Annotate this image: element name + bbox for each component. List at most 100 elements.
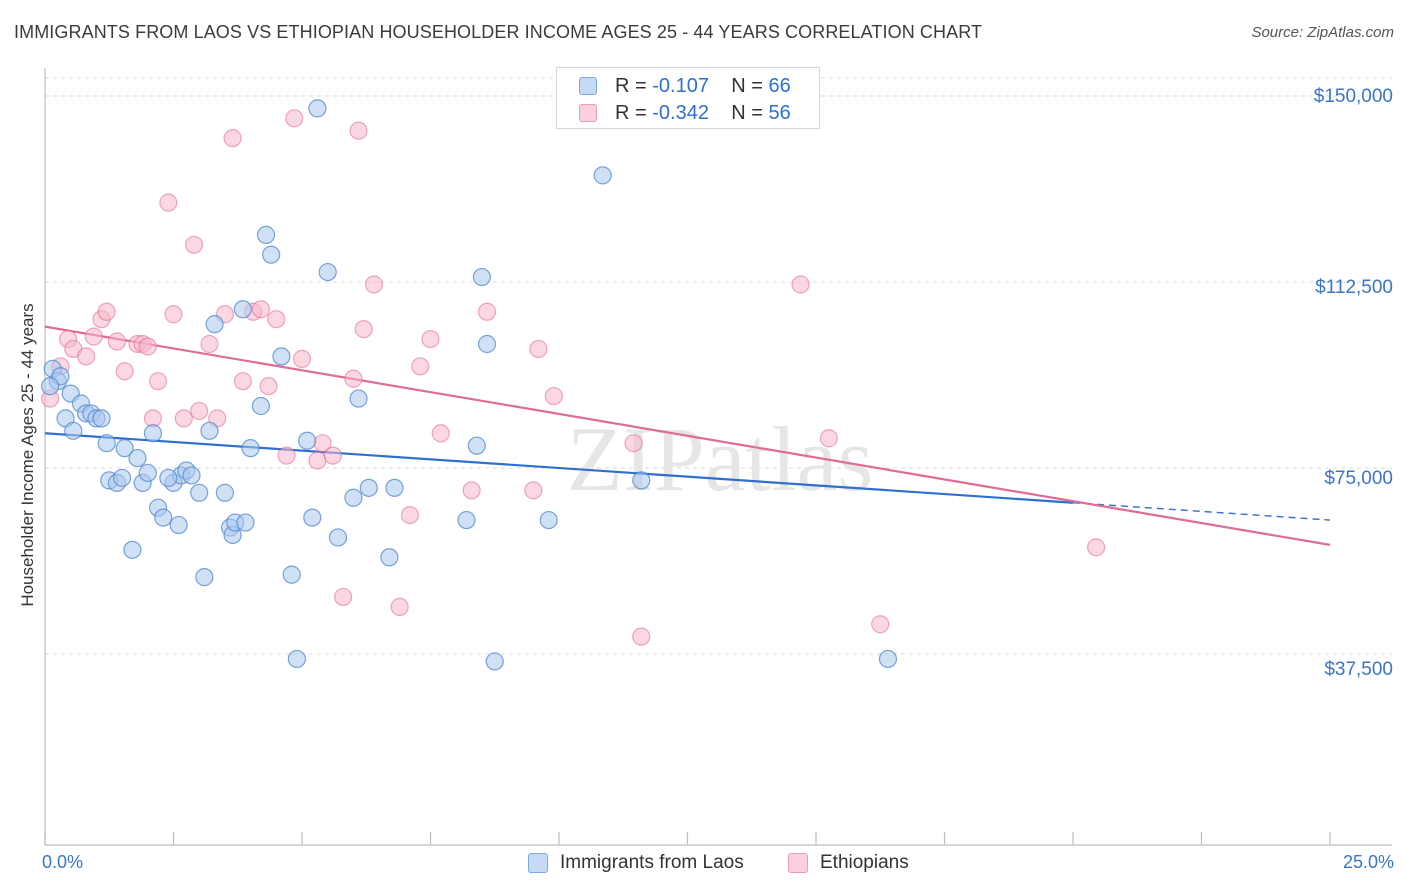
data-point-ethiopians bbox=[138, 337, 157, 356]
legend-swatch-ethiopians bbox=[788, 853, 808, 873]
legend-swatch-ethiopians bbox=[579, 104, 597, 122]
data-point-ethiopians bbox=[251, 300, 270, 319]
data-point-ethiopians bbox=[97, 302, 116, 321]
data-point-ethiopians bbox=[624, 434, 643, 453]
data-point-ethiopians bbox=[159, 193, 178, 212]
data-point-laos bbox=[349, 389, 368, 408]
data-point-laos bbox=[878, 649, 898, 669]
data-point-ethiopians bbox=[164, 305, 183, 324]
data-point-ethiopians bbox=[190, 401, 209, 421]
data-point-laos bbox=[128, 448, 147, 468]
data-point-laos bbox=[200, 421, 219, 440]
trendline-laos-extension bbox=[1072, 502, 1331, 521]
x-tick-label: 0.0% bbox=[42, 852, 84, 872]
legend-swatch-laos bbox=[528, 853, 548, 873]
data-point-laos bbox=[477, 334, 497, 354]
data-point-laos bbox=[272, 347, 291, 366]
data-point-laos bbox=[205, 315, 224, 334]
data-point-ethiopians bbox=[421, 329, 440, 349]
data-point-laos bbox=[92, 409, 111, 428]
legend-n-value: 66 bbox=[768, 75, 791, 97]
data-point-laos bbox=[112, 468, 132, 488]
legend-label: Immigrants from Laos bbox=[560, 852, 744, 873]
data-point-laos bbox=[472, 267, 491, 287]
data-point-laos bbox=[262, 245, 281, 264]
data-point-laos bbox=[64, 421, 83, 440]
data-point-ethiopians bbox=[431, 424, 450, 443]
data-point-ethiopians bbox=[364, 275, 384, 294]
data-point-laos bbox=[97, 434, 116, 453]
data-point-ethiopians bbox=[871, 615, 890, 634]
data-point-ethiopians bbox=[334, 587, 353, 607]
data-point-laos bbox=[169, 515, 188, 535]
data-point-ethiopians bbox=[233, 372, 252, 391]
data-point-ethiopians bbox=[292, 349, 312, 368]
data-point-laos bbox=[251, 396, 270, 416]
data-point-laos bbox=[182, 466, 201, 485]
data-point-laos bbox=[233, 300, 252, 319]
source-label: Source: ZipAtlas.com bbox=[1251, 24, 1394, 41]
legend-n-value: 56 bbox=[768, 102, 791, 124]
data-point-laos bbox=[123, 540, 142, 559]
data-point-ethiopians bbox=[400, 506, 420, 525]
legend-n-label: N = bbox=[731, 75, 769, 97]
data-point-ethiopians bbox=[477, 302, 497, 321]
legend-r-value: -0.342 bbox=[652, 102, 709, 124]
data-point-ethiopians bbox=[544, 386, 563, 406]
chart-title: IMMIGRANTS FROM LAOS VS ETHIOPIAN HOUSEH… bbox=[14, 22, 983, 42]
data-point-laos bbox=[359, 478, 378, 497]
data-point-ethiopians bbox=[819, 429, 838, 448]
data-point-laos bbox=[282, 565, 301, 584]
data-point-ethiopians bbox=[259, 377, 278, 396]
data-point-laos bbox=[41, 377, 60, 396]
data-point-ethiopians bbox=[323, 446, 342, 465]
data-point-laos bbox=[467, 436, 486, 455]
legend-r-label: R = bbox=[615, 75, 653, 97]
data-point-laos bbox=[287, 649, 306, 669]
data-point-laos bbox=[632, 471, 651, 490]
data-point-laos bbox=[190, 483, 209, 502]
data-point-ethiopians bbox=[308, 451, 327, 470]
data-point-ethiopians bbox=[200, 334, 219, 354]
y-tick-label: $112,500 bbox=[1315, 277, 1393, 298]
data-point-ethiopians bbox=[174, 409, 193, 428]
grid-lines bbox=[45, 77, 1392, 655]
legend-label: Ethiopians bbox=[820, 852, 909, 873]
data-point-laos bbox=[318, 262, 337, 282]
data-point-ethiopians bbox=[184, 235, 204, 254]
data-point-laos bbox=[385, 478, 404, 497]
data-point-laos bbox=[215, 483, 234, 502]
data-point-ethiopians bbox=[107, 332, 127, 351]
data-points bbox=[41, 99, 1106, 671]
trendlines bbox=[44, 325, 1331, 546]
data-point-laos bbox=[303, 508, 322, 527]
data-point-ethiopians bbox=[277, 446, 296, 465]
data-point-ethiopians bbox=[462, 481, 481, 500]
data-point-laos bbox=[138, 463, 157, 483]
data-point-ethiopians bbox=[529, 339, 548, 359]
data-point-ethiopians bbox=[115, 362, 134, 381]
data-point-laos bbox=[328, 528, 348, 547]
data-point-laos bbox=[344, 488, 363, 507]
data-point-ethiopians bbox=[349, 121, 368, 140]
legend-swatch-laos bbox=[579, 77, 597, 95]
data-point-ethiopians bbox=[791, 275, 810, 294]
data-point-ethiopians bbox=[223, 129, 242, 148]
data-point-laos bbox=[539, 510, 558, 530]
y-tick-label: $150,000 bbox=[1313, 86, 1393, 107]
data-point-laos bbox=[256, 225, 276, 244]
data-point-laos bbox=[380, 548, 399, 567]
trendline-laos bbox=[44, 432, 1074, 504]
data-point-laos bbox=[593, 166, 612, 185]
data-point-ethiopians bbox=[267, 310, 286, 329]
stats-legend: R = -0.107 N = 66 R = -0.342 N = 56 bbox=[556, 67, 820, 129]
data-point-laos bbox=[485, 652, 504, 671]
legend-n-label: N = bbox=[731, 102, 769, 124]
data-point-ethiopians bbox=[77, 347, 96, 366]
data-point-laos bbox=[195, 568, 214, 587]
data-point-ethiopians bbox=[524, 481, 543, 500]
axes bbox=[44, 68, 1392, 846]
data-point-ethiopians bbox=[148, 372, 168, 391]
data-point-ethiopians bbox=[285, 109, 304, 128]
data-point-ethiopians bbox=[411, 357, 430, 376]
